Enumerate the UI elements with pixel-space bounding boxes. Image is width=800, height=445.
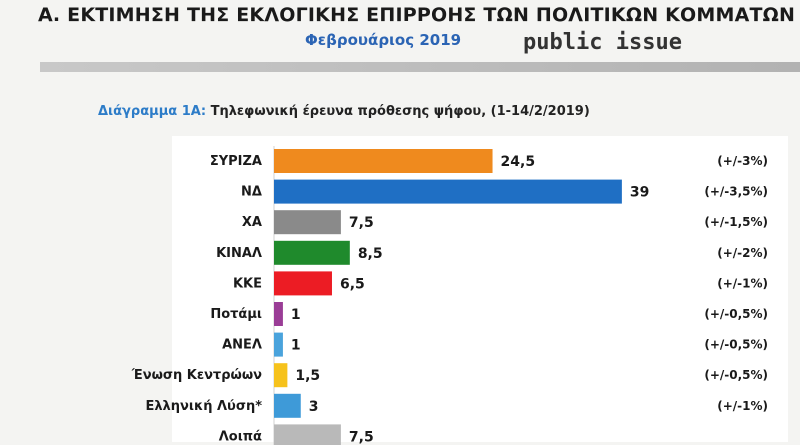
margin-of-error-label: (+/-2%) xyxy=(717,246,768,260)
margin-of-error-label: (+/-3,5%) xyxy=(704,185,768,199)
value-label: 8,5 xyxy=(358,246,383,262)
value-label: 7,5 xyxy=(349,429,374,445)
margin-of-error-label: (+/-0,5%) xyxy=(704,368,768,382)
category-label: ΚΚΕ xyxy=(233,276,262,291)
category-label: ΚΙΝΑΛ xyxy=(216,246,262,261)
margin-of-error-label: (+/-1,5%) xyxy=(704,215,768,229)
bar-6 xyxy=(274,302,283,326)
margin-of-error-label: (+/-1%) xyxy=(717,399,768,413)
value-label: 3 xyxy=(309,399,319,415)
chart-title-prefix: Διάγραμμα 1Α: xyxy=(98,104,207,119)
chart-title: Διάγραμμα 1Α: Τηλεφωνική έρευνα πρόθεσης… xyxy=(98,104,590,119)
value-label: 6,5 xyxy=(340,276,365,292)
margin-of-error-label: (+/-0,5%) xyxy=(704,307,768,321)
bar-5 xyxy=(274,271,332,296)
value-label: 1,5 xyxy=(295,368,320,384)
bar-3 xyxy=(274,210,341,235)
margin-of-error-label: (+/-3%) xyxy=(717,154,768,168)
category-label: ΑΝΕΛ xyxy=(222,338,262,353)
value-label: 24,5 xyxy=(501,154,536,170)
category-label: Ένωση Κεντρώων xyxy=(131,368,262,383)
category-label: Λοιπά xyxy=(219,429,262,444)
page-subtitle: Φεβρουάριος 2019 xyxy=(305,31,462,49)
margin-of-error-label: (+/-0,5%) xyxy=(704,338,768,352)
category-label: ΧΑ xyxy=(242,215,262,230)
bar-7 xyxy=(274,332,283,357)
chart-title-text: Τηλεφωνική έρευνα πρόθεσης ψήφου, (1-14/… xyxy=(210,104,590,119)
value-label: 7,5 xyxy=(349,215,374,231)
bar-10 xyxy=(274,424,341,445)
category-label: Ποτάμι xyxy=(210,307,262,322)
page-title: Α. ΕΚΤΙΜΗΣΗ ΤΗΣ ΕΚΛΟΓΙΚΗΣ ΕΠΙΡΡΟΗΣ ΤΩΝ Π… xyxy=(38,4,796,26)
header-divider xyxy=(40,62,800,72)
margin-of-error-label: (+/-1%) xyxy=(717,276,768,290)
bar-8 xyxy=(274,363,288,388)
bar-1 xyxy=(274,149,493,173)
brand-logo-text: public issue xyxy=(523,30,682,55)
category-label: Ελληνική Λύση* xyxy=(145,399,262,414)
bar-2 xyxy=(274,179,622,204)
bar-4 xyxy=(274,240,350,265)
bar-9 xyxy=(274,393,301,418)
category-label: ΣΥΡΙΖΑ xyxy=(210,154,262,169)
value-label: 1 xyxy=(291,307,301,323)
value-label: 1 xyxy=(291,338,301,354)
category-label: ΝΔ xyxy=(241,185,262,200)
value-label: 39 xyxy=(630,185,649,201)
